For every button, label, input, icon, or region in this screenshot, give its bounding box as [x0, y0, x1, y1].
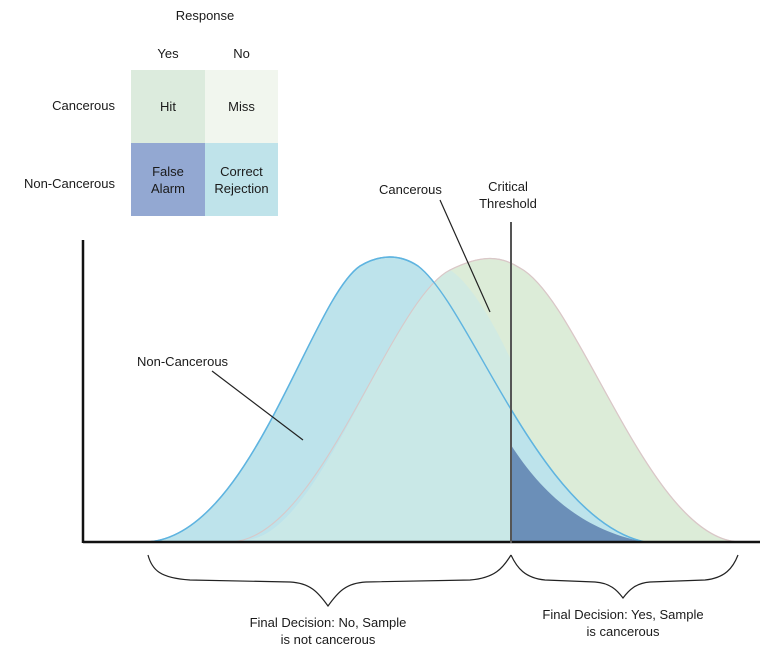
noncancerous-pointer [211, 370, 304, 441]
final-decision-no: Final Decision: No, Sample is not cancer… [249, 615, 407, 647]
cancerous-pointer [439, 199, 491, 313]
label-cancerous: Cancerous [379, 182, 442, 197]
row-header-non-cancerous: Non-Cancerous [23, 176, 115, 191]
overlap-region [245, 270, 511, 542]
response-header: Response [175, 8, 235, 23]
row-header-cancerous: Cancerous [52, 98, 115, 113]
threshold-tail-region [511, 445, 645, 542]
brace-yes [510, 554, 739, 599]
column-header-no: No [233, 46, 250, 61]
noncancerous-outline [144, 256, 646, 543]
label-non-cancerous: Non-Cancerous [137, 354, 229, 369]
cell-false-alarm: False Alarm [131, 143, 205, 216]
final-decision-yes: Final Decision: Yes, Sample is cancerous [542, 607, 704, 639]
cell-hit: Hit [131, 70, 205, 143]
label-critical-threshold: Critical Threshold [479, 179, 537, 211]
column-header-yes: Yes [157, 46, 179, 61]
cancerous-outline [229, 257, 741, 543]
cell-miss: Miss [205, 70, 278, 143]
cell-correct-rejection: Correct Rejection [205, 143, 278, 216]
brace-no [147, 554, 512, 608]
